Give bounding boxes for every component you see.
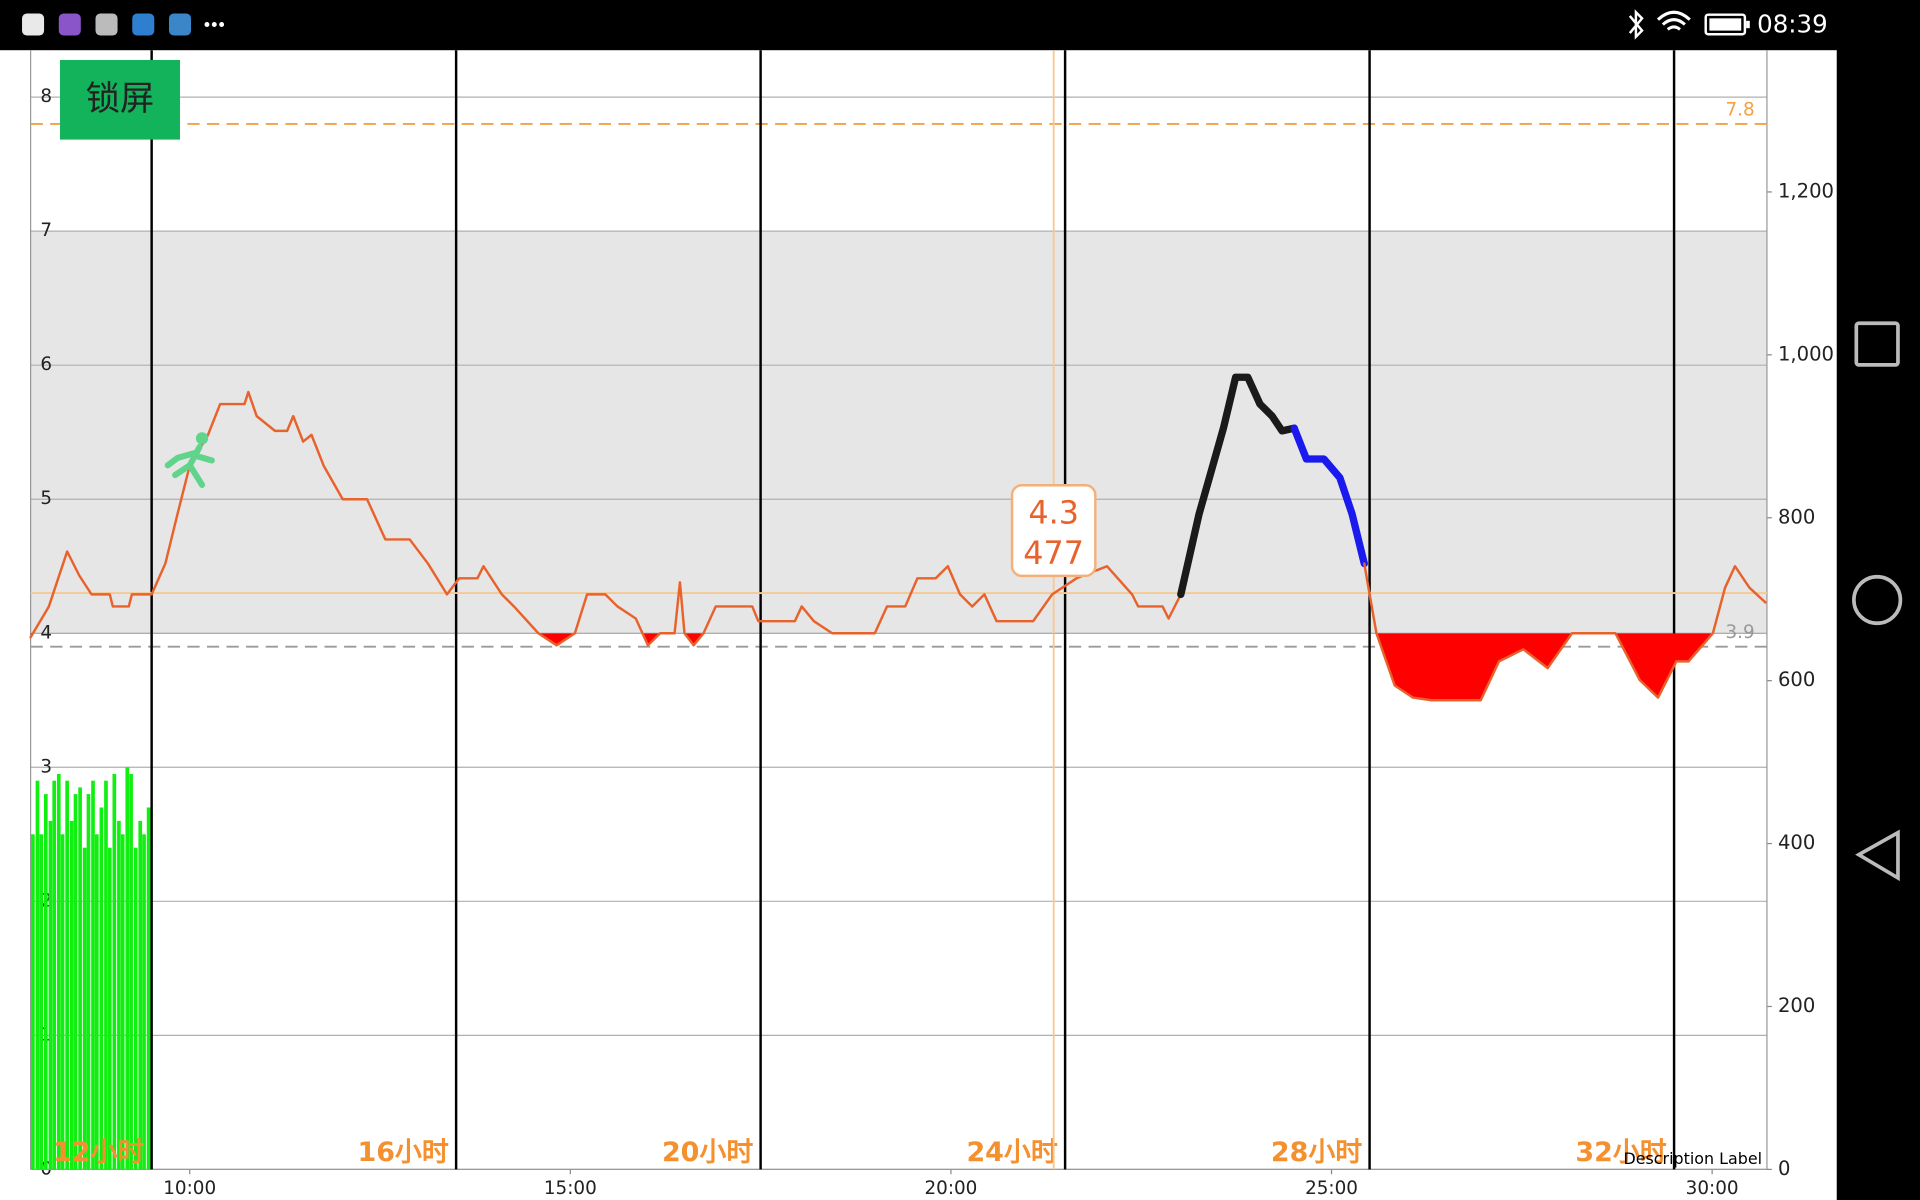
- y2-tick-label: 800: [1778, 505, 1815, 528]
- bar: [107, 847, 112, 1170]
- bar: [120, 834, 125, 1170]
- more-dot: [219, 22, 225, 27]
- y-tick-label: 3: [40, 756, 52, 777]
- y2-tick-label: 200: [1778, 994, 1815, 1017]
- bar: [60, 834, 65, 1170]
- bar: [86, 794, 91, 1170]
- y2-tick-label: 0: [1778, 1157, 1790, 1180]
- low-area: [1180, 633, 1295, 634]
- bluetooth-icon: [1628, 9, 1644, 40]
- app-icon: [132, 13, 155, 36]
- more-dot: [211, 22, 217, 27]
- bar: [78, 787, 82, 1170]
- lock-button-bg[interactable]: [60, 60, 180, 140]
- battery-tip: [1746, 20, 1750, 29]
- bar: [133, 847, 138, 1170]
- series-line: [1177, 373, 1298, 599]
- x-tick-label: 30:00: [1686, 1178, 1739, 1199]
- bar: [52, 780, 57, 1170]
- tooltip-value: 4.3: [1028, 494, 1079, 532]
- icon-body: [164, 443, 215, 488]
- hour-marker-label: 20小时: [662, 1137, 753, 1168]
- low-area: [1294, 633, 1365, 634]
- bar: [35, 780, 40, 1170]
- app-icon: [58, 13, 81, 36]
- app-icon: [22, 13, 45, 36]
- bar: [73, 794, 78, 1170]
- tooltip-box: [1010, 484, 1097, 578]
- nav-bar: [1852, 321, 1903, 882]
- y2-tick-label: 600: [1778, 668, 1815, 691]
- x-tick-label: 25:00: [1305, 1178, 1358, 1199]
- y-tick-label: 4: [40, 622, 52, 643]
- bar: [95, 834, 99, 1170]
- hour-marker-label: 32小时: [1575, 1137, 1666, 1168]
- bar: [39, 834, 44, 1170]
- activity-icon: [164, 432, 215, 488]
- bar: [31, 834, 35, 1170]
- hour-marker-label: 16小时: [357, 1137, 448, 1168]
- battery-level: [1709, 18, 1742, 31]
- battery-icon: [1704, 13, 1747, 36]
- x-tick-label: 20:00: [924, 1178, 977, 1199]
- limit-label: 3.9: [1725, 622, 1754, 643]
- y2-tick-label: 1,000: [1778, 342, 1834, 365]
- home-button[interactable]: [1852, 574, 1903, 626]
- app-icon: [168, 13, 192, 36]
- limit-label: 7.8: [1725, 99, 1754, 120]
- y-tick-label: 7: [40, 220, 52, 241]
- bar: [69, 820, 74, 1170]
- hour-marker-label: 12小时: [53, 1137, 144, 1168]
- more-dot: [204, 22, 210, 27]
- back-button[interactable]: [1855, 829, 1900, 882]
- lock-button-label[interactable]: 锁屏: [86, 79, 155, 119]
- hour-marker-label: 28小时: [1271, 1137, 1362, 1168]
- y2-tick-label: 1,200: [1778, 179, 1834, 202]
- bar: [48, 820, 53, 1170]
- description-label: Description Label: [1623, 1149, 1762, 1168]
- bar: [82, 847, 87, 1170]
- bar: [146, 807, 151, 1170]
- bar: [138, 820, 143, 1170]
- bar: [125, 767, 130, 1170]
- bar: [142, 834, 146, 1170]
- recents-button[interactable]: [1854, 321, 1900, 367]
- series-line: [1290, 424, 1368, 568]
- y-tick-label: 6: [40, 354, 52, 375]
- status-icons: [22, 9, 1750, 40]
- bar: [129, 773, 133, 1170]
- y-tick-label: 5: [40, 488, 52, 509]
- bar: [43, 794, 48, 1170]
- icon-head: [195, 432, 209, 445]
- bar: [91, 780, 95, 1170]
- bar: [56, 773, 61, 1170]
- x-tick-label: 10:00: [163, 1178, 216, 1199]
- bar: [65, 780, 69, 1170]
- x-tick-label: 15:00: [544, 1178, 597, 1199]
- y2-tick-label: 400: [1778, 831, 1815, 854]
- tooltip-count: 477: [1023, 534, 1084, 572]
- clock: 08:39: [1757, 10, 1828, 39]
- series-line: [1363, 562, 1767, 702]
- bar: [99, 807, 104, 1170]
- bar: [117, 820, 121, 1170]
- bar: [112, 773, 117, 1170]
- app-icon: [95, 13, 118, 36]
- bar: [104, 780, 108, 1170]
- wifi-icon: [1656, 10, 1691, 31]
- hour-marker-label: 24小时: [966, 1137, 1057, 1168]
- target-range: [30, 231, 1767, 634]
- lock-button[interactable]: 锁屏: [60, 60, 180, 140]
- y-tick-label: 8: [40, 86, 52, 107]
- chart: 01234567802004006008001,0001,20010:0015:…: [29, 50, 1834, 1199]
